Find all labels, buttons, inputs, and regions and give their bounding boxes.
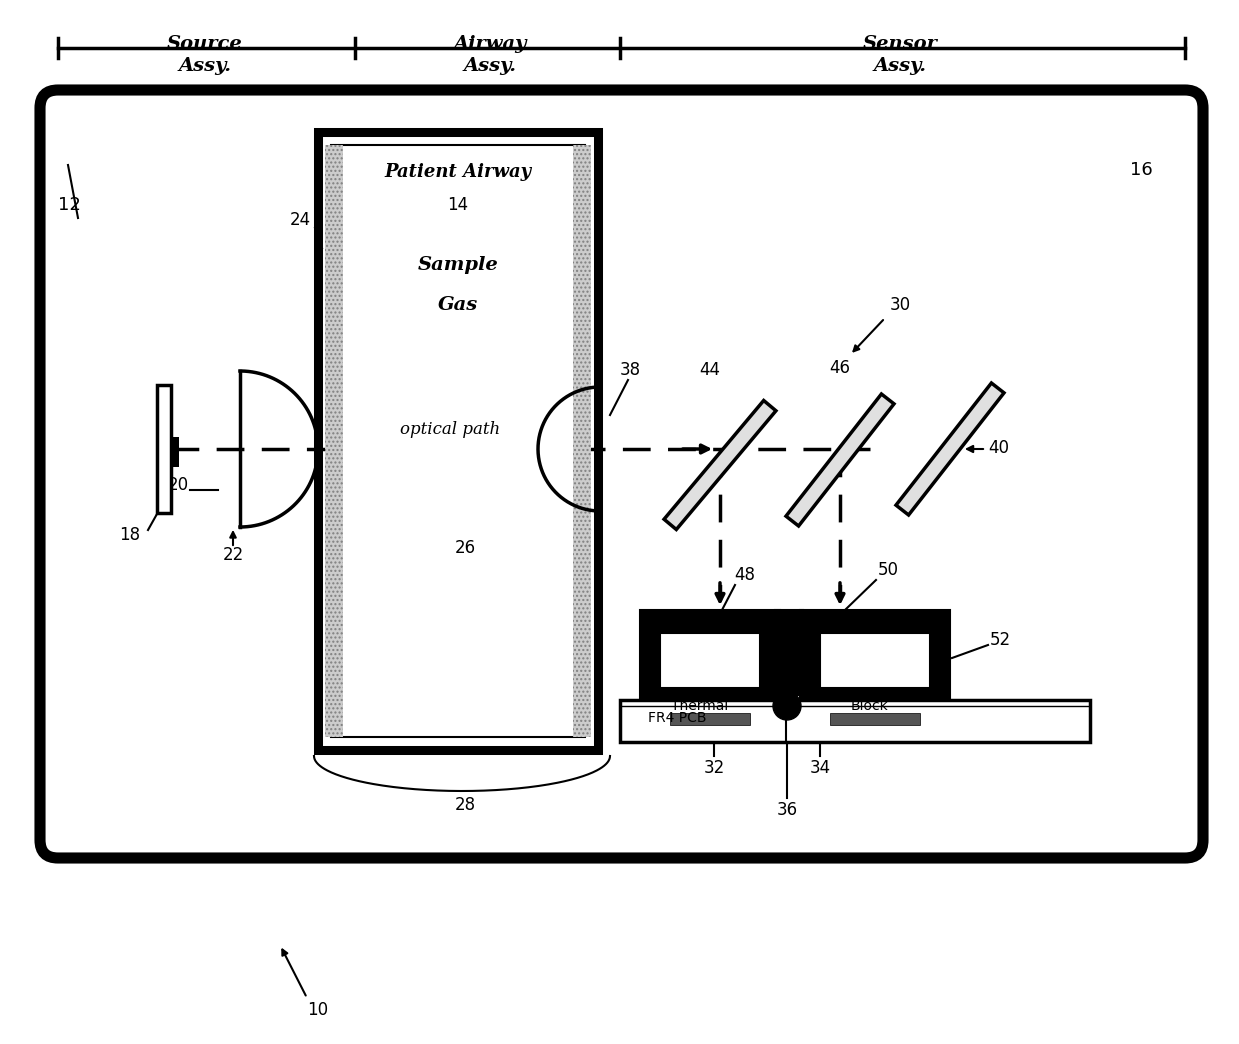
Text: Source
Assy.: Source Assy.: [167, 35, 243, 75]
Bar: [171, 437, 178, 467]
Text: 38: 38: [620, 361, 641, 379]
Text: Thermal: Thermal: [672, 699, 729, 713]
Text: 48: 48: [735, 566, 756, 584]
Bar: [331, 145, 585, 737]
Bar: [641, 610, 781, 699]
Bar: [820, 633, 930, 688]
Text: 40: 40: [987, 438, 1009, 457]
Bar: [318, 132, 598, 750]
Bar: [157, 385, 171, 513]
Text: 30: 30: [890, 296, 911, 314]
Bar: [776, 610, 803, 695]
Text: Gas: Gas: [437, 296, 478, 314]
Text: 46: 46: [829, 359, 850, 377]
Bar: [620, 699, 1090, 742]
Text: 20: 20: [167, 476, 188, 494]
Polygon shape: [786, 394, 895, 526]
FancyBboxPatch shape: [40, 90, 1203, 858]
Text: 26: 26: [455, 539, 476, 557]
Text: FR4 PCB: FR4 PCB: [648, 711, 706, 725]
Text: 22: 22: [222, 546, 244, 564]
Text: 14: 14: [447, 196, 468, 214]
Bar: [670, 713, 750, 725]
Bar: [572, 145, 591, 737]
Text: 18: 18: [119, 526, 140, 544]
Text: 32: 32: [704, 759, 725, 777]
Text: 24: 24: [290, 211, 311, 229]
Circle shape: [773, 692, 800, 720]
Text: 28: 28: [455, 796, 476, 814]
Text: 10: 10: [307, 1001, 328, 1019]
Bar: [800, 610, 950, 699]
Text: Sample: Sample: [418, 256, 498, 274]
Bar: [660, 633, 760, 688]
Text: 50: 50: [877, 561, 898, 579]
Text: Block: Block: [851, 699, 888, 713]
Text: 44: 44: [700, 361, 721, 379]
Polygon shape: [664, 401, 776, 529]
Text: Airway
Assy.: Airway Assy.: [453, 35, 527, 75]
Text: 34: 34: [809, 759, 830, 777]
Text: optical path: optical path: [400, 422, 501, 438]
Polygon shape: [896, 383, 1004, 515]
Bar: [325, 145, 343, 737]
Text: Sensor
Assy.: Sensor Assy.: [862, 35, 938, 75]
Text: 12: 12: [58, 196, 81, 214]
Text: 36: 36: [777, 801, 798, 818]
Bar: [830, 713, 921, 725]
Text: Patient Airway: Patient Airway: [384, 163, 532, 181]
Text: 16: 16: [1130, 161, 1152, 179]
Text: 52: 52: [990, 631, 1011, 649]
